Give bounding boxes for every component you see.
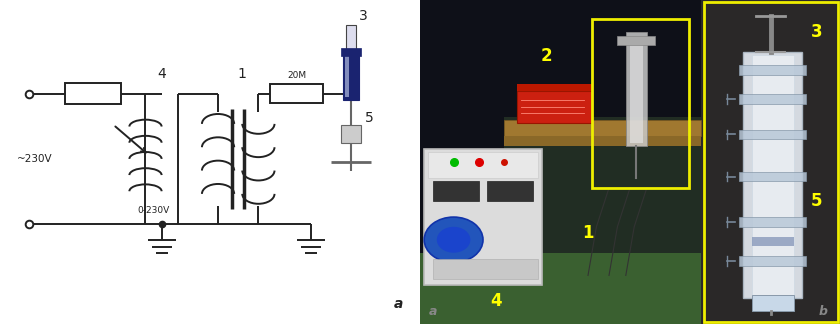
- Text: 3: 3: [811, 23, 822, 41]
- Bar: [630, 39, 643, 143]
- Bar: [424, 149, 542, 285]
- Bar: [704, 2, 838, 322]
- Bar: [504, 136, 701, 146]
- Bar: [420, 253, 701, 324]
- Bar: [739, 217, 806, 227]
- Bar: [752, 55, 794, 295]
- Bar: [504, 117, 701, 253]
- Text: 20M: 20M: [287, 71, 307, 80]
- Text: 5: 5: [365, 111, 374, 125]
- Text: 4: 4: [157, 67, 166, 81]
- Bar: [65, 83, 121, 104]
- Bar: [752, 295, 794, 311]
- Bar: [617, 36, 655, 45]
- Bar: [739, 172, 806, 181]
- Bar: [433, 259, 538, 279]
- Bar: [345, 56, 349, 97]
- Bar: [343, 53, 360, 100]
- Text: 4: 4: [490, 292, 501, 310]
- Bar: [743, 52, 802, 298]
- Text: 3: 3: [360, 9, 368, 23]
- Bar: [592, 19, 689, 188]
- Text: b: b: [818, 305, 827, 318]
- Text: FUSE: FUSE: [80, 89, 106, 98]
- Text: ~230V: ~230V: [17, 154, 52, 164]
- Bar: [739, 94, 806, 104]
- Bar: [739, 130, 806, 139]
- Bar: [626, 32, 647, 146]
- Bar: [341, 125, 361, 143]
- Bar: [487, 181, 533, 201]
- Bar: [270, 84, 323, 103]
- Bar: [752, 237, 794, 246]
- Text: 1: 1: [582, 224, 594, 242]
- Text: 2: 2: [540, 47, 552, 65]
- Bar: [739, 65, 806, 75]
- Bar: [739, 256, 806, 266]
- Bar: [504, 120, 701, 136]
- Bar: [346, 25, 356, 53]
- Bar: [517, 91, 592, 123]
- Text: 5: 5: [811, 192, 822, 210]
- Bar: [701, 0, 840, 324]
- Circle shape: [437, 227, 470, 253]
- Bar: [428, 152, 538, 178]
- Text: 0-230V: 0-230V: [138, 206, 170, 215]
- Bar: [420, 0, 701, 324]
- Text: a: a: [394, 297, 403, 311]
- Bar: [517, 84, 592, 91]
- Bar: [433, 181, 479, 201]
- Circle shape: [424, 217, 483, 262]
- Text: 1: 1: [238, 67, 247, 81]
- Bar: [341, 49, 361, 56]
- Text: a: a: [428, 305, 437, 318]
